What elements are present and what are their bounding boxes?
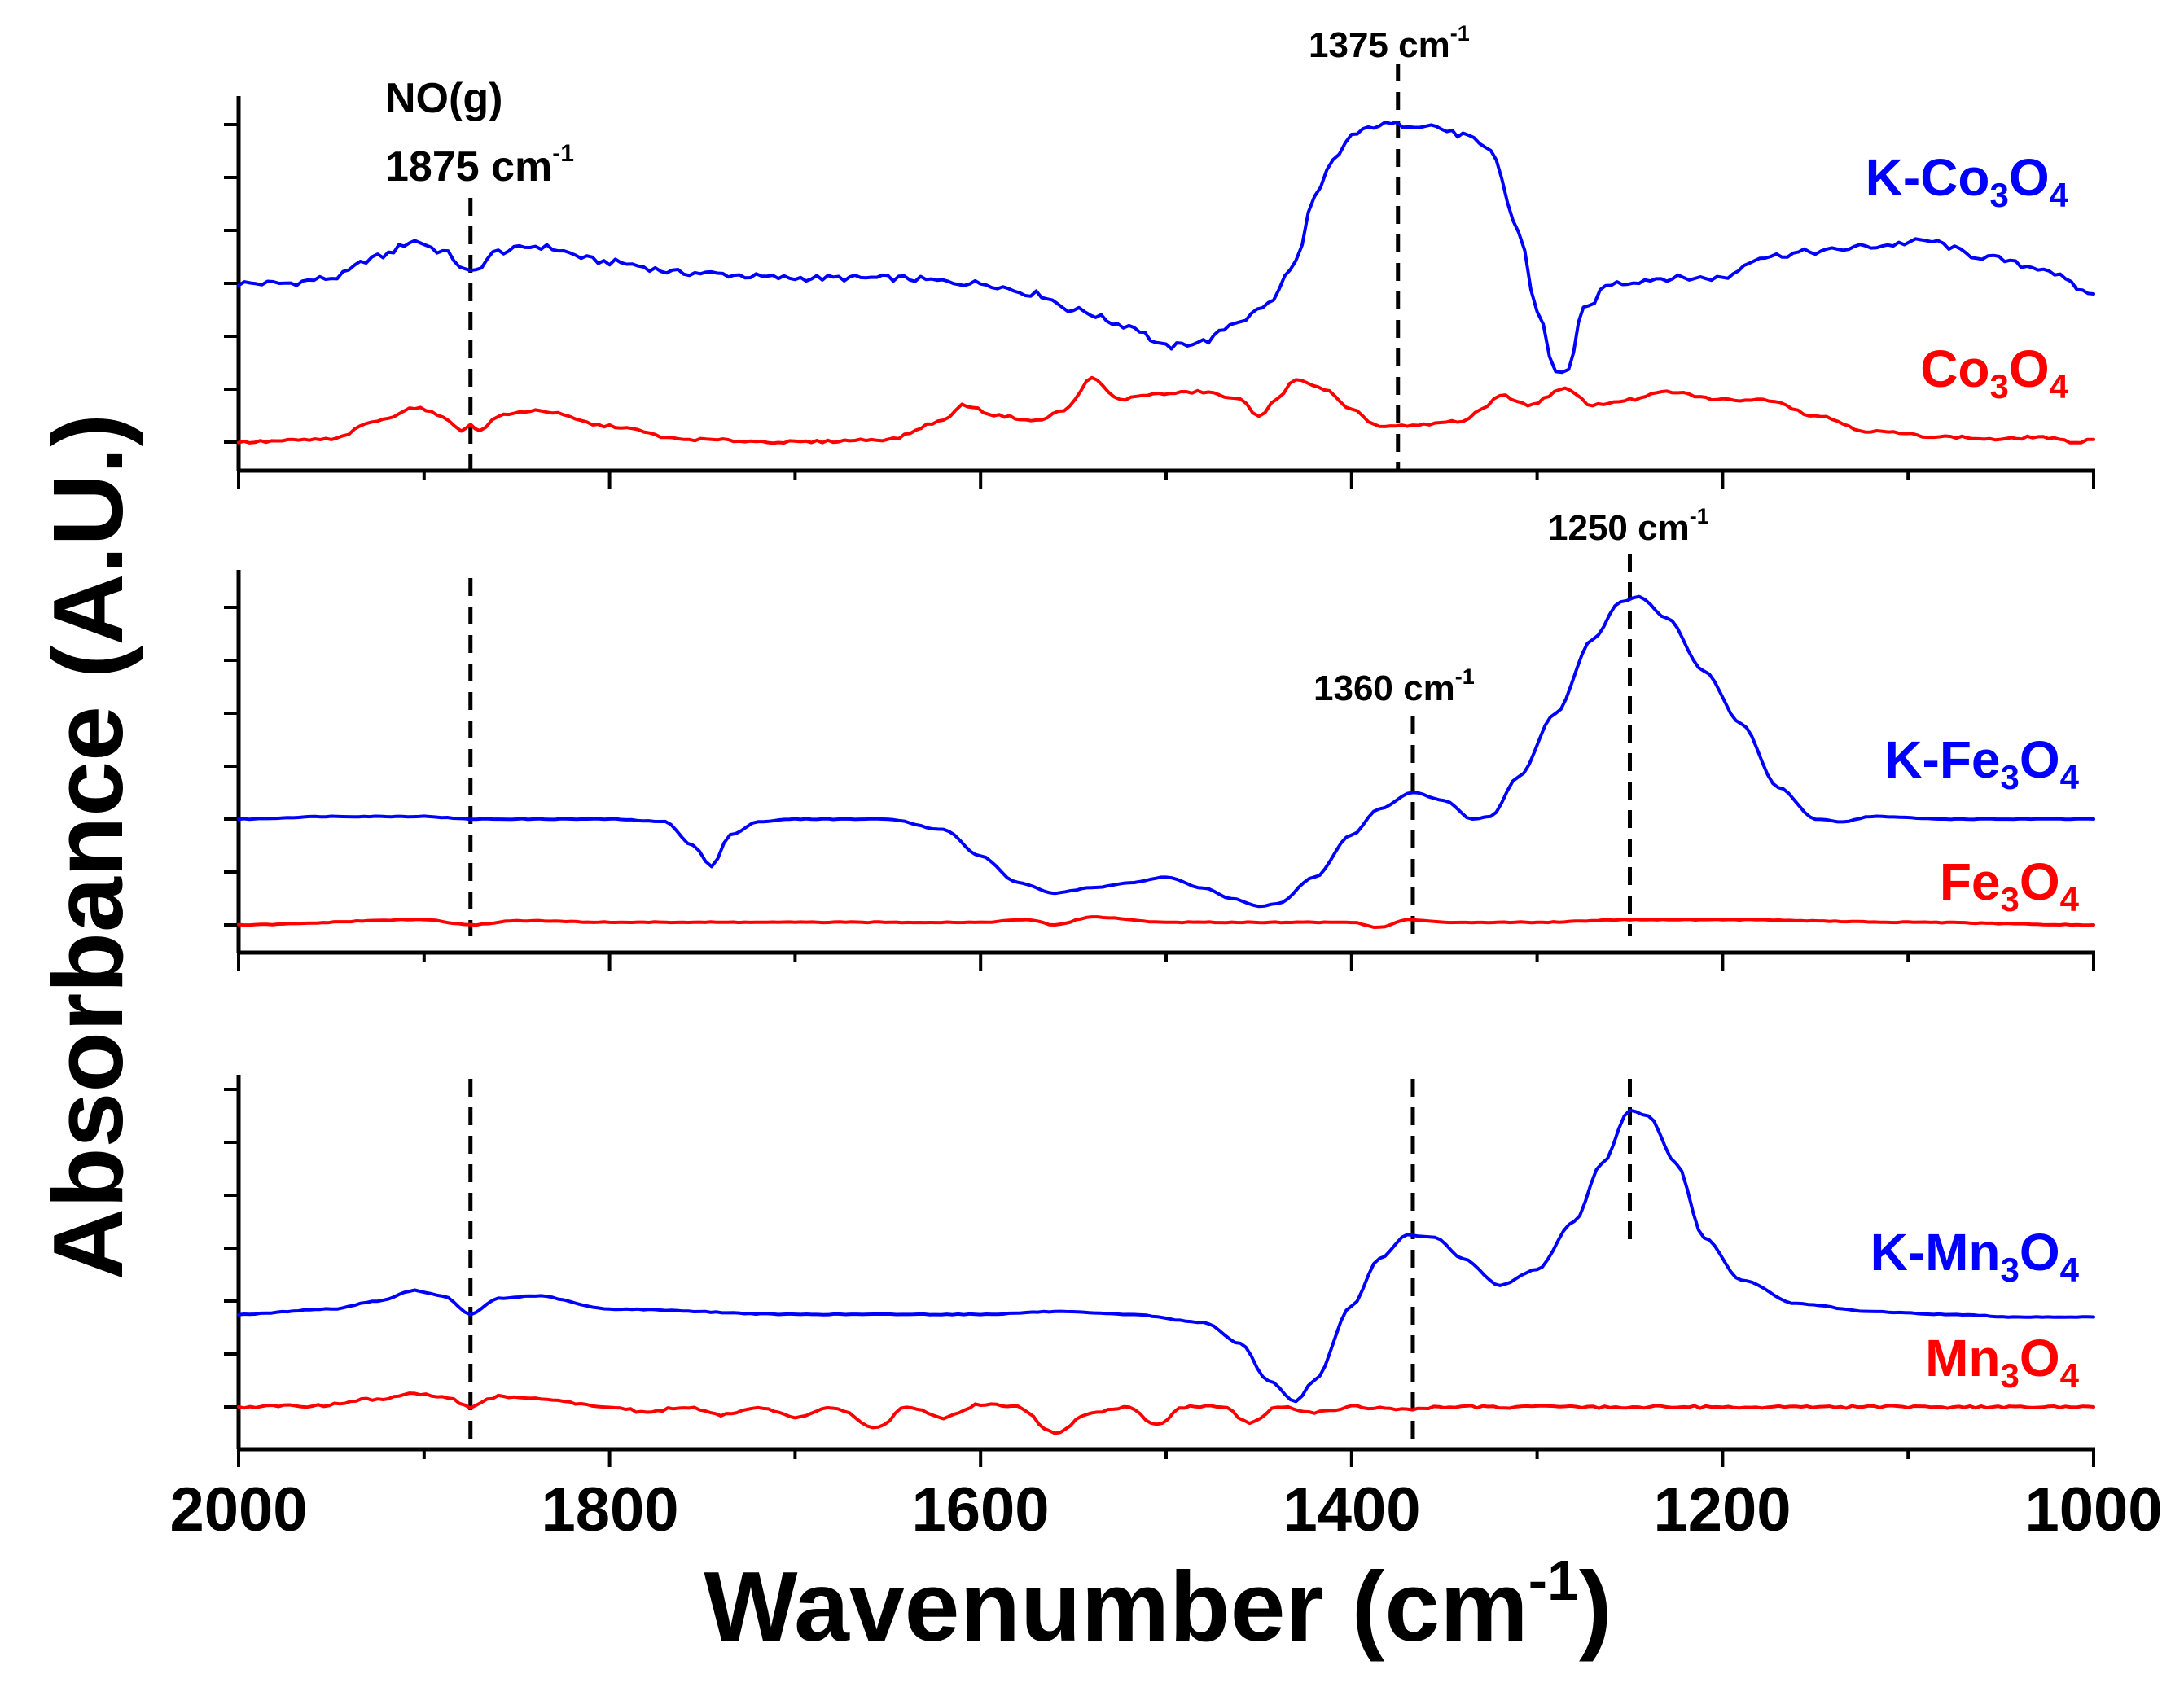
- x-axis-title: Wavenumber (cm-1): [704, 1549, 1612, 1662]
- legend-co3o4: Co3O4: [1920, 340, 2068, 405]
- panel-3: [224, 1075, 2095, 1467]
- series-k-fe3o4: [237, 594, 2095, 909]
- series-k-mn3o4: [237, 1108, 2095, 1404]
- annotation-no-gas: NO(g): [385, 75, 502, 122]
- legend-mn3o4: Mn3O4: [1925, 1329, 2080, 1395]
- panel-1: [224, 64, 2095, 489]
- annotation-1360: 1360 cm-1: [1313, 664, 1475, 708]
- panels: [224, 64, 2095, 1467]
- annotation-1375: 1375 cm-1: [1309, 21, 1470, 65]
- annotation-1250: 1250 cm-1: [1548, 504, 1709, 548]
- legend-k-co3o4: K-Co3O4: [1866, 148, 2069, 214]
- x-tick-label: 1400: [1283, 1475, 1420, 1545]
- y-axis-title: Absorbance (A.U.): [33, 414, 143, 1280]
- series-mn3o4: [237, 1391, 2095, 1435]
- x-tick-label: 2000: [169, 1475, 307, 1545]
- legend-k-fe3o4: K-Fe3O4: [1884, 730, 2079, 796]
- series-k-co3o4: [237, 120, 2095, 375]
- legend-k-mn3o4: K-Mn3O4: [1870, 1223, 2080, 1289]
- panel-2: [224, 554, 2095, 971]
- x-tick-labels: 2000 1800 1600 1400 1200 1000: [169, 1475, 2162, 1545]
- x-tick-label: 1000: [2024, 1475, 2162, 1545]
- legend-fe3o4: Fe3O4: [1940, 852, 2080, 918]
- x-tick-label: 1800: [541, 1475, 678, 1545]
- x-tick-label: 1600: [911, 1475, 1049, 1545]
- series-fe3o4: [237, 915, 2095, 929]
- series-co3o4: [237, 375, 2095, 445]
- annotation-1875: 1875 cm-1: [385, 140, 574, 191]
- x-tick-label: 1200: [1653, 1475, 1791, 1545]
